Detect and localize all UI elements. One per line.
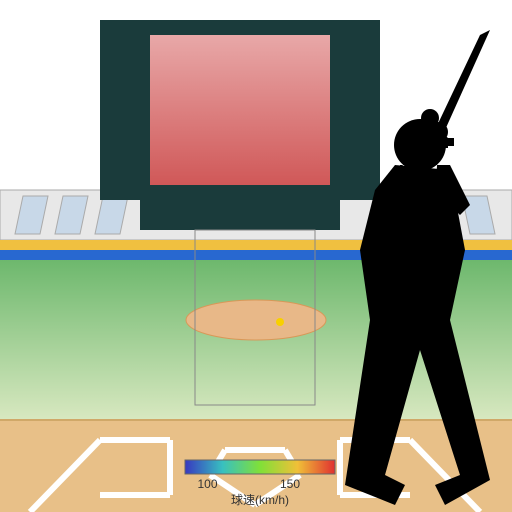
scoreboard-screen <box>150 35 330 185</box>
velocity-colorbar <box>185 460 335 474</box>
scoreboard-ledge <box>140 200 340 230</box>
colorbar-tick: 100 <box>197 477 217 491</box>
batter-hand <box>421 109 439 127</box>
baseball-scene: 100 150 球速(km/h) <box>0 0 512 512</box>
colorbar-tick: 150 <box>280 477 300 491</box>
pitchers-mound <box>186 300 326 340</box>
colorbar-label: 球速(km/h) <box>231 493 289 507</box>
pitch-location <box>276 318 284 326</box>
